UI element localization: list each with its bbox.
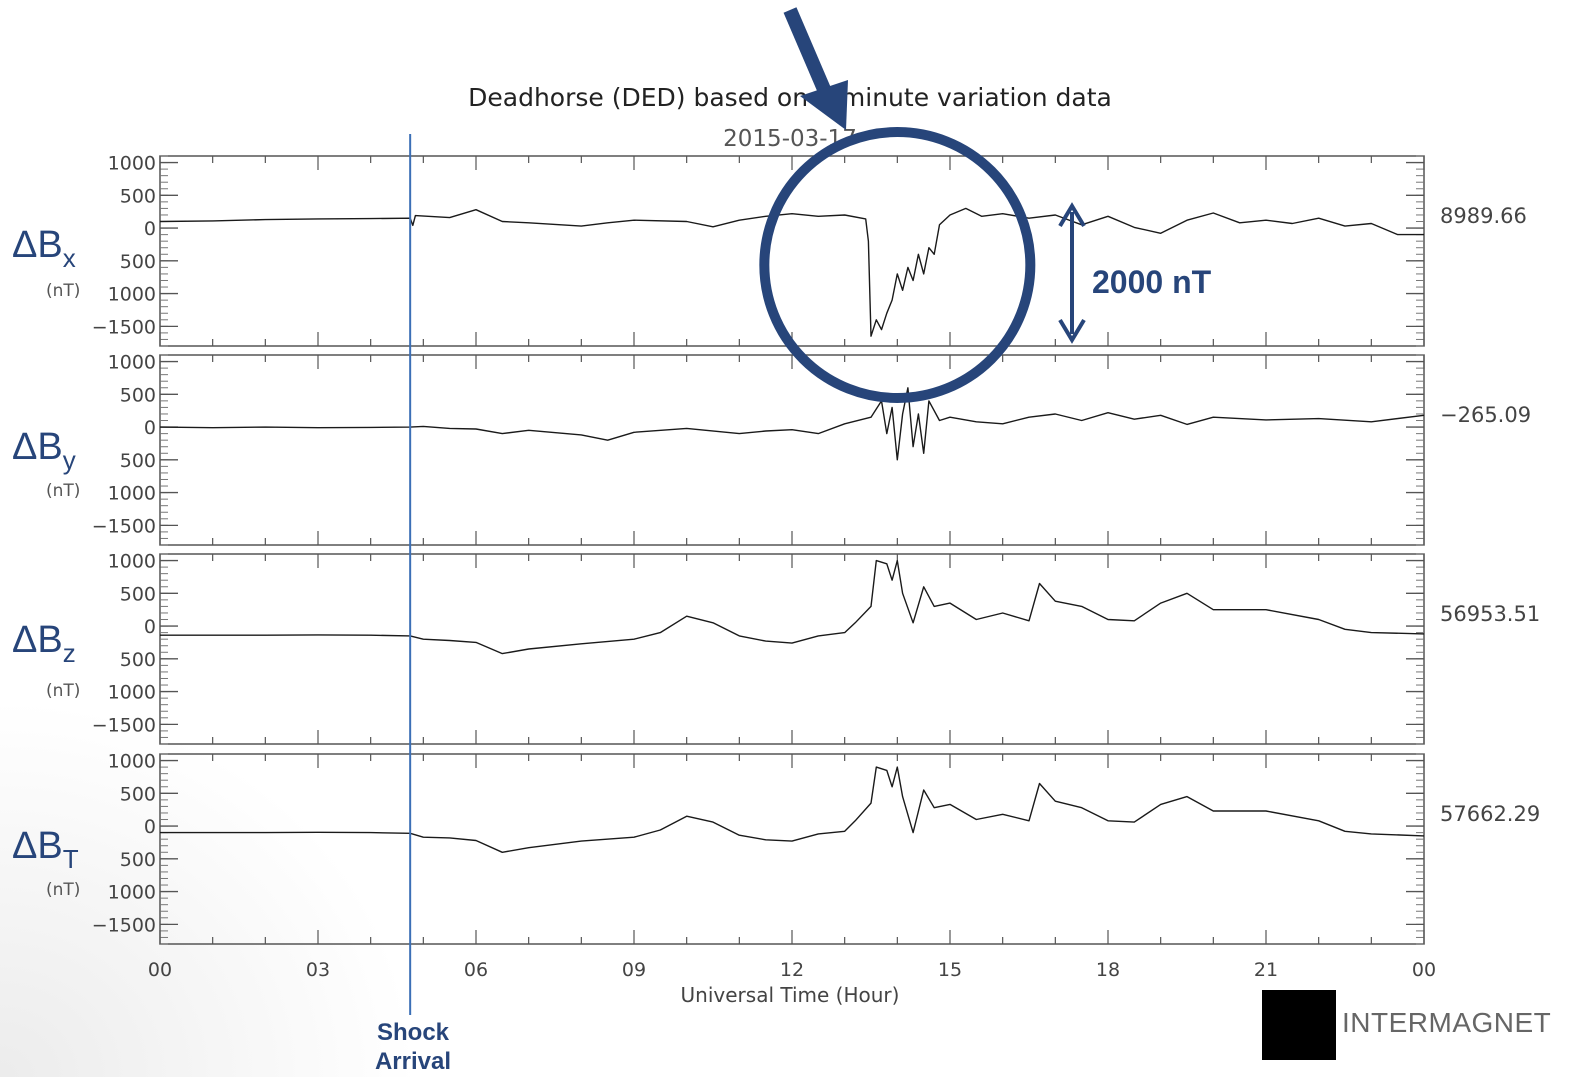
panel-baseline-value: −265.09 xyxy=(1440,403,1531,427)
y-tick-label: −1500 xyxy=(92,714,156,736)
y-tick-label: 500 xyxy=(120,450,156,472)
range-arrow-head-bottom xyxy=(1058,318,1086,344)
pointer-arrow-head xyxy=(800,80,848,130)
background-fade xyxy=(0,697,420,1077)
shock-arrival-label: Shock Arrival xyxy=(374,1019,452,1075)
y-tick-label: 500 xyxy=(120,583,156,605)
intermagnet-logo-mark xyxy=(1262,990,1336,1060)
x-tick-label: 00 xyxy=(148,959,172,981)
unit-label-by: (nT) xyxy=(46,481,81,501)
y-tick-label: −1500 xyxy=(92,515,156,537)
data-series-line xyxy=(160,559,1425,655)
x-tick-label: 00 xyxy=(1412,959,1436,981)
x-tick-label: 21 xyxy=(1254,959,1278,981)
highlight-circle xyxy=(759,127,1036,403)
intermagnet-logo-text: INTERMAGNET xyxy=(1342,1007,1552,1038)
y-tick-label: 1000 xyxy=(108,751,156,773)
data-series-line xyxy=(159,387,1425,461)
x-tick-label: 03 xyxy=(306,959,330,981)
unit-label-bz: (nT) xyxy=(46,681,81,701)
y-tick-label: 0 xyxy=(144,616,156,638)
y-tick-label: 0 xyxy=(144,816,156,838)
panel-frame xyxy=(159,354,1425,546)
data-series-line xyxy=(159,207,1424,337)
x-tick-label: 09 xyxy=(622,959,646,981)
y-tick-label: 1000 xyxy=(108,551,156,573)
y-tick-label: 500 xyxy=(120,185,156,207)
y-tick-label: 0 xyxy=(144,417,156,439)
y-tick-label: 500 xyxy=(120,649,156,671)
panel-label-by: ΔBy xyxy=(12,426,76,475)
chart-title: Deadhorse (DED) based on 1-minute variat… xyxy=(468,83,1112,112)
x-tick-label: 15 xyxy=(938,959,962,981)
unit-label-bx: (nT) xyxy=(46,281,81,301)
panel-baseline-value: 56953.51 xyxy=(1440,602,1540,626)
panel-label-bx: ΔBx xyxy=(12,224,76,273)
range-arrow-head-top xyxy=(1058,202,1086,228)
panel-frame xyxy=(159,553,1425,745)
y-tick-label: 0 xyxy=(144,218,156,240)
y-tick-label: 500 xyxy=(120,384,156,406)
panel-baseline-value: 57662.29 xyxy=(1440,802,1540,826)
y-tick-label: 1000 xyxy=(108,682,156,704)
y-tick-label: 500 xyxy=(120,849,156,871)
unit-label-bt: (nT) xyxy=(46,880,81,900)
x-tick-label: 12 xyxy=(780,959,804,981)
panel-label-bt: ΔBT xyxy=(12,825,79,874)
panel-frame xyxy=(159,753,1425,945)
data-series-line xyxy=(160,766,1425,853)
panel-baseline-value: 8989.66 xyxy=(1440,204,1527,228)
panel-label-bz: ΔBz xyxy=(12,619,76,668)
x-tick-label: 06 xyxy=(464,959,488,981)
y-tick-label: 1000 xyxy=(108,483,156,505)
y-tick-label: 1000 xyxy=(108,153,156,175)
x-axis-label: Universal Time (Hour) xyxy=(681,983,900,1007)
range-annotation-label: 2000 nT xyxy=(1092,264,1212,300)
y-tick-label: 1000 xyxy=(108,284,156,306)
y-tick-label: −1500 xyxy=(92,914,156,936)
x-tick-label: 18 xyxy=(1096,959,1120,981)
y-tick-label: 500 xyxy=(120,783,156,805)
y-tick-label: 500 xyxy=(120,251,156,273)
y-tick-label: −1500 xyxy=(92,316,156,338)
y-tick-label: 1000 xyxy=(108,352,156,374)
y-tick-label: 1000 xyxy=(108,882,156,904)
